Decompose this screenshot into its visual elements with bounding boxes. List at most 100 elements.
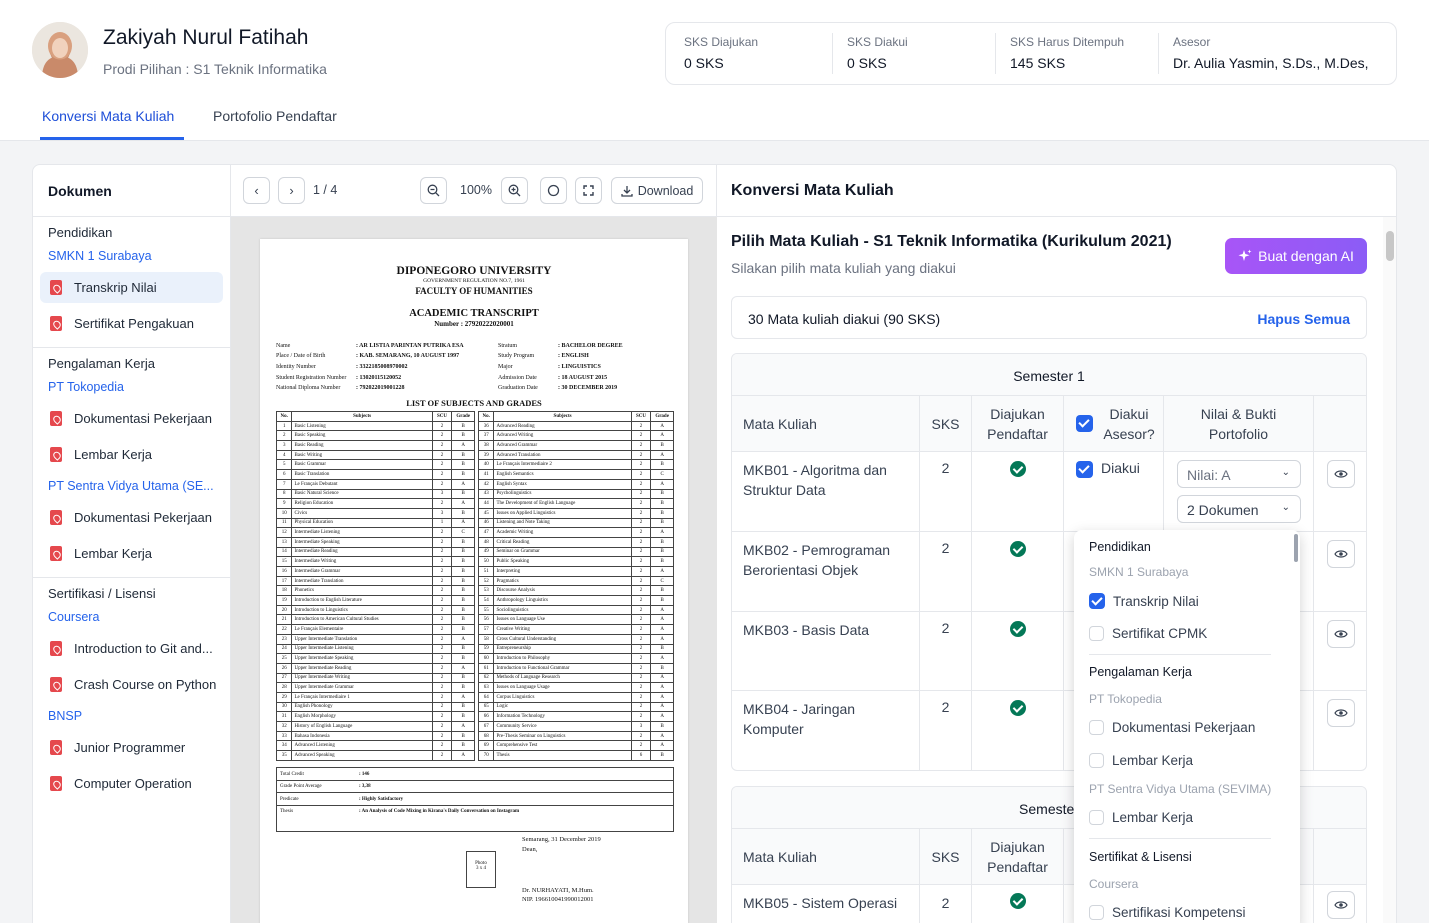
prev-page-button[interactable]: ‹ xyxy=(243,177,270,204)
course-name: MKB02 - Pemrograman Berorientasi Objek xyxy=(732,532,920,612)
doc-item-computer-operation[interactable]: Computer Operation xyxy=(40,768,223,799)
subject-name: Listening and Note Taking xyxy=(493,517,632,529)
subject-grade: B xyxy=(451,585,475,597)
subject-scu: 2 xyxy=(431,721,453,732)
doc-nip: NIP. 196610041990012001 xyxy=(522,896,594,903)
course-sks: 2 xyxy=(920,452,972,532)
view-button[interactable] xyxy=(1327,620,1355,648)
dropdown-org: SMKN 1 Surabaya xyxy=(1089,565,1189,579)
check-circle-icon xyxy=(1009,700,1026,716)
konversi-heading: Pilih Mata Kuliah - S1 Teknik Informatik… xyxy=(731,233,1172,250)
col-header: Subjects xyxy=(493,411,632,422)
option-sertifikasi-kompetensi[interactable]: Sertifikasi Kompetensi xyxy=(1089,905,1246,920)
doc-item-transkrip[interactable]: Transkrip Nilai xyxy=(40,272,223,303)
course-sks: 2 xyxy=(920,691,972,770)
document-list-title: Dokumen xyxy=(33,165,230,217)
option-lembar-kerja[interactable]: Lembar Kerja xyxy=(1089,753,1193,768)
subject-row: 8 Basic Natural Science 3 B xyxy=(275,488,475,500)
dokumen-select[interactable]: 2 Dokumen ⌄ xyxy=(1177,495,1301,523)
subject-grade: B xyxy=(451,730,475,742)
doc-item-git[interactable]: Introduction to Git and... xyxy=(40,633,223,664)
checkbox[interactable] xyxy=(1089,720,1104,735)
summary-value: : An Analysis of Code Mixing in Kirana's… xyxy=(359,809,520,814)
subject-row: 15 Intermediate Writing 2 B xyxy=(275,556,475,567)
zoom-out-button[interactable] xyxy=(420,177,447,204)
view-button[interactable] xyxy=(1327,699,1355,727)
subject-no: 47 xyxy=(477,527,495,538)
checkbox-checked[interactable] xyxy=(1089,593,1105,609)
doc-item-dokumentasi-2[interactable]: Dokumentasi Pekerjaan xyxy=(40,502,223,533)
subject-scu: 2 xyxy=(630,517,652,529)
subject-grade: B xyxy=(451,575,475,587)
subject-grade: B xyxy=(650,643,674,655)
select-all-checkbox[interactable] xyxy=(1076,415,1093,432)
field-label: Admission Date xyxy=(498,375,537,381)
doc-item-lembar-1[interactable]: Lembar Kerja xyxy=(40,439,223,470)
doc-item-python[interactable]: Crash Course on Python xyxy=(40,669,223,700)
view-button[interactable] xyxy=(1327,540,1355,568)
subject-grade: B xyxy=(650,750,674,761)
scrollbar-thumb[interactable] xyxy=(1386,231,1394,261)
option-sertifikat-cpmk[interactable]: Sertifikat CPMK xyxy=(1089,626,1207,641)
search-button[interactable] xyxy=(540,177,567,204)
checkbox[interactable] xyxy=(1089,626,1104,641)
col-sks: SKS xyxy=(920,829,972,885)
view-button[interactable] xyxy=(1327,891,1355,919)
dropdown-scroll-thumb[interactable] xyxy=(1294,534,1298,562)
download-button[interactable]: Download xyxy=(611,177,703,204)
option-dokumentasi[interactable]: Dokumentasi Pekerjaan xyxy=(1089,720,1255,735)
next-page-button[interactable]: › xyxy=(278,177,305,204)
option-label: Dokumentasi Pekerjaan xyxy=(1112,720,1256,735)
option-transkrip-nilai[interactable]: Transkrip Nilai xyxy=(1089,593,1199,609)
view-button[interactable] xyxy=(1327,460,1355,488)
tab-konversi[interactable]: Konversi Mata Kuliah xyxy=(42,108,175,124)
subject-row: 18 Phonetics 2 B xyxy=(275,585,475,597)
subject-scu: 2 xyxy=(630,488,652,500)
subject-grade: A xyxy=(650,711,674,722)
subject-scu: 2 xyxy=(431,643,453,655)
checkbox[interactable] xyxy=(1089,753,1104,768)
subject-name: Bahasa Indonesia xyxy=(291,730,433,742)
subject-name: Religion Education xyxy=(291,498,433,509)
subject-no: 23 xyxy=(275,633,293,645)
diakui-checkbox[interactable] xyxy=(1076,461,1093,478)
chevron-left-icon: ‹ xyxy=(254,183,259,198)
doc-item-junior-programmer[interactable]: Junior Programmer xyxy=(40,732,223,763)
subject-grade: B xyxy=(451,459,475,471)
fullscreen-button[interactable] xyxy=(575,177,602,204)
subject-scu: 2 xyxy=(630,440,652,451)
ai-generate-button[interactable]: Buat dengan AI xyxy=(1225,238,1367,274)
subject-grade: B xyxy=(451,469,475,480)
subject-grade: B xyxy=(451,488,475,500)
subject-no: 70 xyxy=(477,750,495,761)
doc-item-dokumentasi-1[interactable]: Dokumentasi Pekerjaan xyxy=(40,403,223,434)
subject-scu: 2 xyxy=(431,449,453,461)
checkbox[interactable] xyxy=(1089,810,1104,825)
subject-row: 49 Seminar on Grammar 2 B xyxy=(477,546,674,558)
subject-scu: 2 xyxy=(431,459,453,471)
subject-grade: A xyxy=(650,566,674,577)
subject-grade: B xyxy=(451,556,475,567)
tab-portofolio[interactable]: Portofolio Pendaftar xyxy=(213,108,337,124)
clear-all-link[interactable]: Hapus Semua xyxy=(1257,311,1350,327)
subject-row: 42 English Syntax 2 A xyxy=(477,478,674,490)
scrollbar[interactable] xyxy=(1383,217,1396,923)
subject-grade: A xyxy=(650,614,674,626)
field-value: : 792022019001228 xyxy=(356,385,405,391)
eye-icon xyxy=(1334,709,1348,717)
doc-item-sertifikat-pengakuan[interactable]: Sertifikat Pengakuan xyxy=(40,308,223,339)
subject-no: 31 xyxy=(275,711,293,722)
zoom-in-button[interactable] xyxy=(501,177,528,204)
option-lembar-kerja-2[interactable]: Lembar Kerja xyxy=(1089,810,1193,825)
doc-item-lembar-2[interactable]: Lembar Kerja xyxy=(40,538,223,569)
subject-scu: 3 xyxy=(630,721,652,732)
checkbox[interactable] xyxy=(1089,905,1104,920)
subject-row: 54 Anthropology Linguistics 2 B xyxy=(477,595,674,606)
subject-name: Upper Intermediate Reading xyxy=(291,662,433,674)
action-cell xyxy=(1314,885,1366,923)
nilai-select[interactable]: Nilai: A ⌄ xyxy=(1177,460,1301,488)
stat-value: 0 SKS xyxy=(684,55,724,71)
col-header: No. xyxy=(477,411,495,422)
subject-name: English Morphology xyxy=(291,711,433,722)
